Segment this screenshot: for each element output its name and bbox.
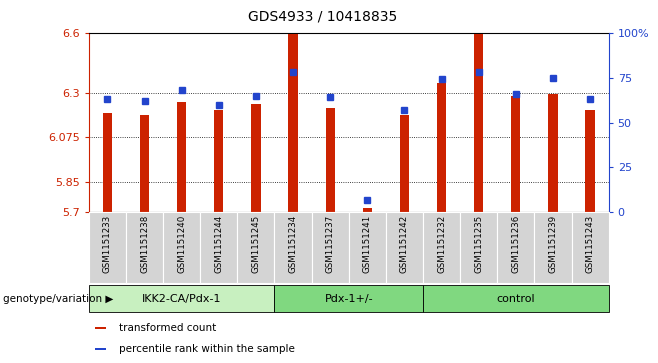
Text: GSM1151241: GSM1151241 — [363, 215, 372, 273]
Bar — [95, 348, 106, 350]
Text: GSM1151238: GSM1151238 — [140, 215, 149, 273]
Text: GSM1151240: GSM1151240 — [177, 215, 186, 273]
Text: GSM1151233: GSM1151233 — [103, 215, 112, 273]
Text: IKK2-CA/Pdx-1: IKK2-CA/Pdx-1 — [142, 294, 221, 303]
Bar — [437, 83, 446, 212]
FancyBboxPatch shape — [126, 212, 163, 283]
Text: transformed count: transformed count — [118, 323, 216, 333]
FancyBboxPatch shape — [423, 285, 609, 313]
Text: GSM1151232: GSM1151232 — [437, 215, 446, 273]
FancyBboxPatch shape — [274, 285, 423, 313]
Text: GSM1151237: GSM1151237 — [326, 215, 335, 273]
Bar — [586, 110, 595, 212]
Bar — [326, 107, 335, 212]
Text: GSM1151235: GSM1151235 — [474, 215, 483, 273]
Bar — [400, 114, 409, 212]
Text: control: control — [497, 294, 535, 303]
Bar — [95, 327, 106, 329]
Bar — [363, 208, 372, 212]
Bar — [548, 94, 557, 212]
FancyBboxPatch shape — [423, 212, 460, 283]
Text: GSM1151239: GSM1151239 — [549, 215, 557, 273]
FancyBboxPatch shape — [534, 212, 572, 283]
FancyBboxPatch shape — [460, 212, 497, 283]
Bar — [103, 113, 112, 212]
Bar — [511, 95, 520, 212]
FancyBboxPatch shape — [89, 285, 274, 313]
Bar — [288, 34, 297, 212]
Bar — [140, 114, 149, 212]
FancyBboxPatch shape — [386, 212, 423, 283]
Text: GSM1151234: GSM1151234 — [289, 215, 297, 273]
Text: GSM1151242: GSM1151242 — [400, 215, 409, 273]
FancyBboxPatch shape — [238, 212, 274, 283]
Text: genotype/variation ▶: genotype/variation ▶ — [3, 294, 114, 303]
FancyBboxPatch shape — [89, 212, 126, 283]
FancyBboxPatch shape — [497, 212, 534, 283]
FancyBboxPatch shape — [163, 212, 200, 283]
Bar — [251, 103, 261, 212]
Text: GSM1151245: GSM1151245 — [251, 215, 261, 273]
Text: GSM1151236: GSM1151236 — [511, 215, 520, 273]
Text: GDS4933 / 10418835: GDS4933 / 10418835 — [248, 9, 397, 23]
FancyBboxPatch shape — [349, 212, 386, 283]
FancyBboxPatch shape — [572, 212, 609, 283]
Bar — [474, 34, 484, 212]
Bar — [214, 110, 224, 212]
FancyBboxPatch shape — [312, 212, 349, 283]
Text: Pdx-1+/-: Pdx-1+/- — [324, 294, 373, 303]
Text: GSM1151244: GSM1151244 — [215, 215, 223, 273]
Text: GSM1151243: GSM1151243 — [586, 215, 595, 273]
Text: percentile rank within the sample: percentile rank within the sample — [118, 344, 294, 354]
FancyBboxPatch shape — [200, 212, 238, 283]
FancyBboxPatch shape — [274, 212, 312, 283]
Bar — [177, 102, 186, 212]
